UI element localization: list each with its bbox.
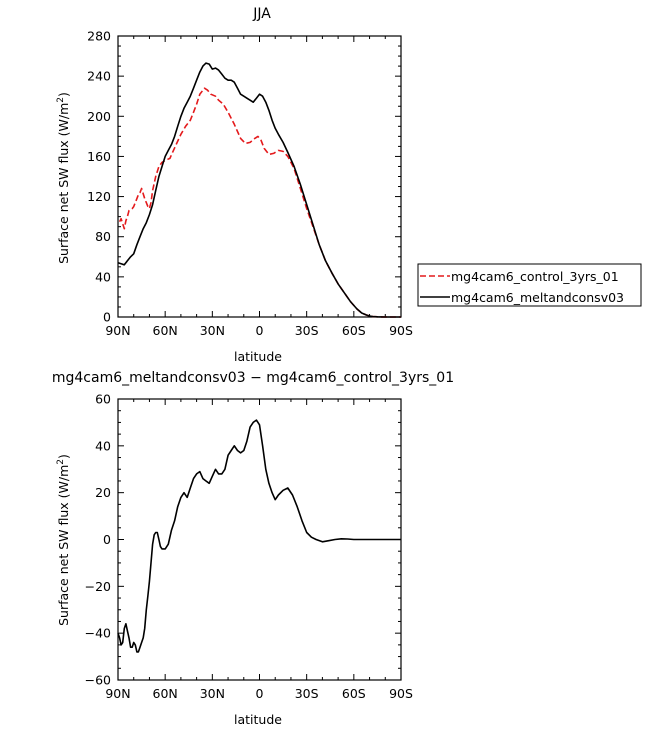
top-y-tick-label: 200 (87, 109, 111, 124)
bottom-x-tick-label: 0 (256, 686, 264, 701)
top-x-tick-label: 30N (200, 323, 225, 338)
bottom-y-tick-label: −60 (85, 673, 111, 688)
bottom-chart-title: mg4cam6_meltandconsv03 − mg4cam6_control… (52, 370, 454, 386)
top-chart-title: JJA (252, 6, 271, 22)
top-x-tick-label: 90S (389, 323, 413, 338)
top-y-axis-label: Surface net SW flux (W/m2) (56, 92, 71, 264)
top-y-tick-label: 240 (87, 69, 111, 84)
top-y-tick-label: 40 (95, 269, 111, 284)
bottom-x-tick-label: 60S (342, 686, 366, 701)
bottom-x-tick-label: 90S (389, 686, 413, 701)
top-x-tick-label: 90N (105, 323, 130, 338)
top-y-tick-label: 80 (95, 229, 111, 244)
bottom-x-tick-label: 30S (295, 686, 319, 701)
bottom-y-axis-label-sup: 2 (56, 459, 66, 465)
top-y-tick-label: 160 (87, 149, 111, 164)
top-chart: JJA 90N 60N 30N 0 30S 60S 90S 0 40 80 120 160 200 240… (56, 6, 642, 364)
bottom-x-tick-label: 90N (105, 686, 130, 701)
top-x-tick-label: 60N (153, 323, 178, 338)
top-y-axis-label-main: Surface net SW flux (W/m (56, 103, 71, 264)
bottom-y-axis-label-main: Surface net SW flux (W/m (56, 465, 71, 626)
top-series-line-0 (118, 87, 401, 318)
top-y-tick-label: 0 (103, 310, 111, 325)
top-y-tick-label: 120 (87, 189, 111, 204)
top-x-tick-label: 0 (256, 323, 264, 338)
bottom-series-line-0 (117, 419, 401, 653)
top-plot-frame (117, 35, 402, 318)
top-y-axis-label-sup: 2 (56, 97, 66, 103)
bottom-chart: mg4cam6_meltandconsv03 − mg4cam6_control… (52, 370, 454, 727)
top-plot-area: 90N 60N 30N 0 30S 60S 90S 0 40 80 120 160 200 240 280 (87, 29, 413, 339)
bottom-y-tick-label: 20 (95, 485, 111, 500)
bottom-y-tick-label: 0 (103, 532, 111, 547)
bottom-y-axis-label: Surface net SW flux (W/m2) (56, 454, 71, 626)
legend: mg4cam6_control_3yrs_01 mg4cam6_meltandc… (417, 263, 642, 307)
top-x-tick-label: 30S (295, 323, 319, 338)
bottom-x-tick-label: 60N (153, 686, 178, 701)
bottom-y-axis-label-end: ) (56, 454, 71, 459)
bottom-x-tick-label: 30N (200, 686, 225, 701)
bottom-y-tick-label: 40 (95, 438, 111, 453)
legend-label-control: mg4cam6_control_3yrs_01 (451, 269, 619, 284)
bottom-y-tick-label: −40 (85, 626, 111, 641)
top-y-tick-label: 280 (87, 29, 111, 44)
top-y-axis-label-end: ) (56, 92, 71, 97)
top-series-line-1 (117, 62, 401, 318)
legend-box (417, 263, 642, 307)
bottom-x-axis-label: latitude (234, 712, 282, 727)
bottom-plot-area: 90N 60N 30N 0 30S 60S 90S −60 −40 −20 0 20 40 60 (85, 392, 413, 702)
top-x-tick-label: 60S (342, 323, 366, 338)
top-x-axis-label: latitude (234, 349, 282, 364)
bottom-y-tick-label: 60 (95, 392, 111, 407)
legend-label-meltandconsv: mg4cam6_meltandconsv03 (451, 290, 624, 305)
bottom-y-tick-label: −20 (85, 579, 111, 594)
